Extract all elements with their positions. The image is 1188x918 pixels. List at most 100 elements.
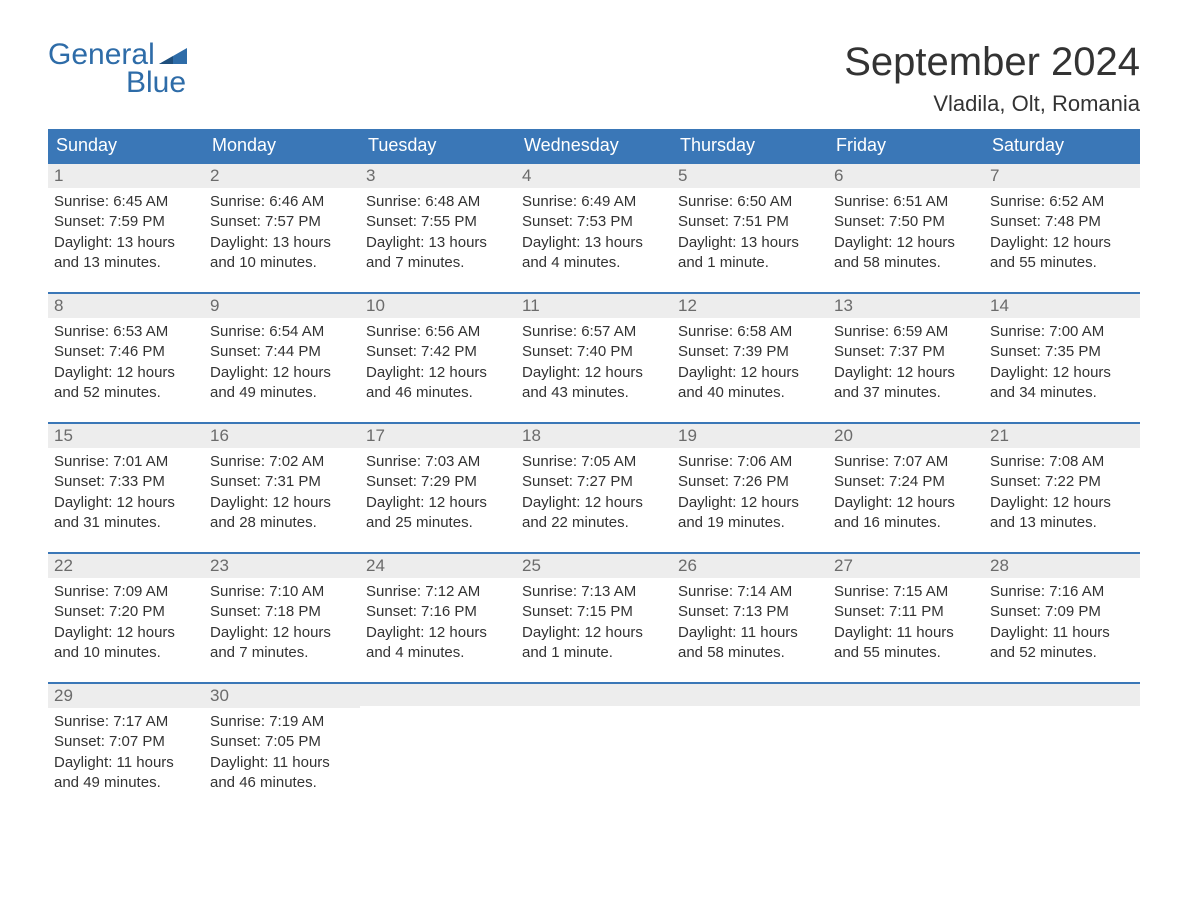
day-number-bar: 17 (360, 424, 516, 448)
day-body: Sunrise: 6:49 AMSunset: 7:53 PMDaylight:… (516, 188, 672, 285)
day-number: 23 (210, 556, 229, 575)
sunset-line: Sunset: 7:33 PM (54, 472, 198, 492)
sunrise-line: Sunrise: 7:13 AM (522, 582, 666, 602)
day-cell: 3Sunrise: 6:48 AMSunset: 7:55 PMDaylight… (360, 164, 516, 292)
day-cell: 25Sunrise: 7:13 AMSunset: 7:15 PMDayligh… (516, 554, 672, 682)
day-number: 30 (210, 686, 229, 705)
weekday-header: Saturday (984, 129, 1140, 164)
day-cell (672, 684, 828, 812)
daylight1-line: Daylight: 12 hours (54, 623, 198, 643)
daylight2-line: and 52 minutes. (990, 643, 1134, 663)
daylight1-line: Daylight: 12 hours (210, 363, 354, 383)
daylight1-line: Daylight: 12 hours (834, 363, 978, 383)
day-number: 19 (678, 426, 697, 445)
day-number: 15 (54, 426, 73, 445)
daylight1-line: Daylight: 12 hours (54, 493, 198, 513)
sunset-line: Sunset: 7:18 PM (210, 602, 354, 622)
daylight2-line: and 13 minutes. (54, 253, 198, 273)
day-body: Sunrise: 7:03 AMSunset: 7:29 PMDaylight:… (360, 448, 516, 545)
sunset-line: Sunset: 7:53 PM (522, 212, 666, 232)
sunrise-line: Sunrise: 6:45 AM (54, 192, 198, 212)
day-body: Sunrise: 6:50 AMSunset: 7:51 PMDaylight:… (672, 188, 828, 285)
daylight1-line: Daylight: 11 hours (990, 623, 1134, 643)
daylight2-line: and 55 minutes. (834, 643, 978, 663)
daylight2-line: and 34 minutes. (990, 383, 1134, 403)
sunset-line: Sunset: 7:46 PM (54, 342, 198, 362)
daylight2-line: and 43 minutes. (522, 383, 666, 403)
day-number-bar: 10 (360, 294, 516, 318)
sunrise-line: Sunrise: 6:57 AM (522, 322, 666, 342)
day-cell: 29Sunrise: 7:17 AMSunset: 7:07 PMDayligh… (48, 684, 204, 812)
weekday-header: Wednesday (516, 129, 672, 164)
sunset-line: Sunset: 7:39 PM (678, 342, 822, 362)
day-cell: 8Sunrise: 6:53 AMSunset: 7:46 PMDaylight… (48, 294, 204, 422)
day-number-bar: 4 (516, 164, 672, 188)
day-number-bar: 25 (516, 554, 672, 578)
day-body: Sunrise: 6:52 AMSunset: 7:48 PMDaylight:… (984, 188, 1140, 285)
day-cell: 22 Sunrise: 7:09 AMSunset: 7:20 PMDayligh… (48, 554, 204, 682)
sunset-line: Sunset: 7:35 PM (990, 342, 1134, 362)
month-title: September 2024 (844, 40, 1140, 85)
day-number: 20 (834, 426, 853, 445)
day-cell: 9Sunrise: 6:54 AMSunset: 7:44 PMDaylight… (204, 294, 360, 422)
day-number-bar: 11 (516, 294, 672, 318)
day-number-bar: 5 (672, 164, 828, 188)
day-number: 2 (210, 166, 219, 185)
sunset-line: Sunset: 7:57 PM (210, 212, 354, 232)
daylight2-line: and 37 minutes. (834, 383, 978, 403)
day-number-bar: 2 (204, 164, 360, 188)
daylight1-line: Daylight: 12 hours (366, 493, 510, 513)
daylight1-line: Daylight: 12 hours (834, 493, 978, 513)
daylight2-line: and 16 minutes. (834, 513, 978, 533)
day-body: Sunrise: 7:14 AMSunset: 7:13 PMDaylight:… (672, 578, 828, 675)
sunrise-line: Sunrise: 7:09 AM (54, 582, 198, 602)
sunrise-line: Sunrise: 7:15 AM (834, 582, 978, 602)
week-row: 8Sunrise: 6:53 AMSunset: 7:46 PMDaylight… (48, 292, 1140, 422)
day-body: Sunrise: 6:57 AMSunset: 7:40 PMDaylight:… (516, 318, 672, 415)
day-cell: 19Sunrise: 7:06 AMSunset: 7:26 PMDayligh… (672, 424, 828, 552)
day-number-bar: 12 (672, 294, 828, 318)
day-body: Sunrise: 6:48 AMSunset: 7:55 PMDaylight:… (360, 188, 516, 285)
sunrise-line: Sunrise: 6:50 AM (678, 192, 822, 212)
day-body (672, 706, 828, 722)
daylight2-line: and 49 minutes. (210, 383, 354, 403)
weekday-header: Sunday (48, 129, 204, 164)
daylight1-line: Daylight: 12 hours (990, 493, 1134, 513)
day-number-bar: 15 (48, 424, 204, 448)
day-cell (828, 684, 984, 812)
daylight2-line: and 19 minutes. (678, 513, 822, 533)
day-number: 28 (990, 556, 1009, 575)
day-number: 24 (366, 556, 385, 575)
sunrise-line: Sunrise: 7:16 AM (990, 582, 1134, 602)
day-cell: 21Sunrise: 7:08 AMSunset: 7:22 PMDayligh… (984, 424, 1140, 552)
day-cell: 14Sunrise: 7:00 AMSunset: 7:35 PMDayligh… (984, 294, 1140, 422)
day-number: 22 (54, 556, 73, 575)
day-number-bar: 20 (828, 424, 984, 448)
daylight1-line: Daylight: 11 hours (210, 753, 354, 773)
sunset-line: Sunset: 7:29 PM (366, 472, 510, 492)
sunset-line: Sunset: 7:05 PM (210, 732, 354, 752)
daylight2-line: and 40 minutes. (678, 383, 822, 403)
weekday-header: Tuesday (360, 129, 516, 164)
day-number: 5 (678, 166, 687, 185)
day-body: Sunrise: 6:54 AMSunset: 7:44 PMDaylight:… (204, 318, 360, 415)
day-body: Sunrise: 6:56 AMSunset: 7:42 PMDaylight:… (360, 318, 516, 415)
day-cell: 17Sunrise: 7:03 AMSunset: 7:29 PMDayligh… (360, 424, 516, 552)
day-number: 27 (834, 556, 853, 575)
sunset-line: Sunset: 7:20 PM (54, 602, 198, 622)
weekday-header: Monday (204, 129, 360, 164)
day-number-bar: 19 (672, 424, 828, 448)
sunrise-line: Sunrise: 7:19 AM (210, 712, 354, 732)
daylight1-line: Daylight: 13 hours (522, 233, 666, 253)
day-body: Sunrise: 7:12 AMSunset: 7:16 PMDaylight:… (360, 578, 516, 675)
day-body: Sunrise: 7:17 AMSunset: 7:07 PMDaylight:… (48, 708, 204, 805)
day-number-bar: 18 (516, 424, 672, 448)
day-cell: 13Sunrise: 6:59 AMSunset: 7:37 PMDayligh… (828, 294, 984, 422)
day-number: 21 (990, 426, 1009, 445)
daylight2-line: and 46 minutes. (210, 773, 354, 793)
weekday-header: Friday (828, 129, 984, 164)
day-cell: 4Sunrise: 6:49 AMSunset: 7:53 PMDaylight… (516, 164, 672, 292)
day-cell: 5 Sunrise: 6:50 AMSunset: 7:51 PMDaylight… (672, 164, 828, 292)
day-cell (360, 684, 516, 812)
daylight1-line: Daylight: 12 hours (522, 623, 666, 643)
